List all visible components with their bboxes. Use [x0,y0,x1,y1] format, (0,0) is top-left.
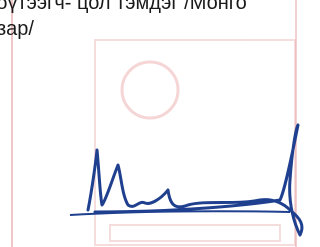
stamp [95,40,295,245]
page: бүтээгч- цол тэмдэг /Монго зар/ (() => {… [0,0,318,247]
scan-art [0,0,318,247]
text-line: зар/ [0,18,34,41]
signature [88,125,302,235]
text-line: бүтээгч- цол тэмдэг /Монго [0,0,247,15]
